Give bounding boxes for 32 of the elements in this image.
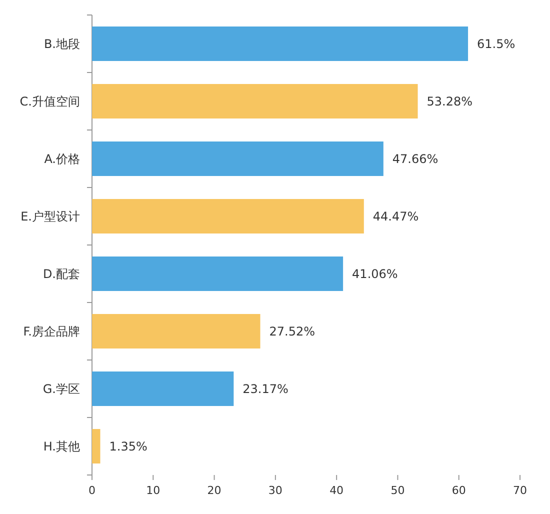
y-tick-label: B.地段 — [44, 36, 80, 51]
y-tick-label: G.学区 — [42, 382, 80, 396]
bar — [92, 142, 384, 176]
data-label: 47.66% — [392, 152, 438, 166]
y-tick-label: F.房企品牌 — [23, 324, 80, 338]
data-label: 61.5% — [477, 36, 516, 51]
bar — [92, 256, 344, 291]
y-tick-label: D.配套 — [42, 266, 80, 281]
x-tick-label: 0 — [88, 484, 96, 497]
y-tick-label: C.升值空间 — [20, 94, 80, 108]
data-label: 53.28% — [426, 94, 473, 108]
data-label: 23.17% — [242, 382, 288, 396]
x-tick-label: 50 — [390, 484, 405, 497]
bar — [92, 429, 100, 464]
x-tick-label: 60 — [452, 484, 466, 497]
y-tick-label: A.价格 — [44, 152, 80, 166]
x-tick-label: 20 — [207, 484, 222, 497]
bar — [92, 314, 260, 348]
y-tick-label: E.户型设计 — [20, 209, 80, 224]
data-label: 1.35% — [109, 439, 148, 454]
x-tick-label: 30 — [268, 484, 282, 497]
data-label: 41.06% — [352, 266, 398, 281]
bar — [92, 372, 234, 406]
bar — [92, 26, 468, 61]
bar — [92, 199, 364, 234]
data-label: 44.47% — [372, 209, 419, 224]
data-label: 27.52% — [269, 324, 316, 338]
y-tick-label: H.其他 — [43, 439, 80, 454]
bar — [92, 84, 418, 118]
x-tick-label: 10 — [146, 484, 160, 497]
x-tick-label: 70 — [513, 484, 527, 497]
x-tick-label: 40 — [330, 484, 344, 497]
